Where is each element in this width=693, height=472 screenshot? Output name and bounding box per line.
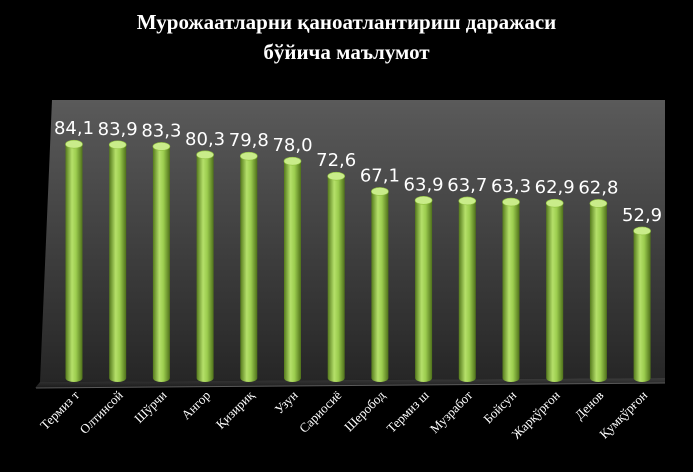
bar-body xyxy=(240,156,258,382)
category-label: Олтинсой xyxy=(77,387,126,436)
bar-top xyxy=(283,156,302,166)
value-label: 67,1 xyxy=(360,165,400,186)
bar-top xyxy=(196,150,214,160)
category-label: Қумқўрғон xyxy=(596,387,650,441)
bar xyxy=(371,187,389,382)
bar xyxy=(196,150,214,382)
category-label: Қизириқ xyxy=(213,387,258,432)
value-label-group: 84,1 83,9 83,3 80,3 79,8 78,072,667,1 63,9 63,7… xyxy=(54,118,662,226)
value-label: 52,9 xyxy=(622,205,662,226)
bar-body xyxy=(65,144,83,382)
bar-top xyxy=(240,151,258,161)
bar-body xyxy=(371,191,389,382)
value-label: 79,8 xyxy=(229,130,269,151)
bar-body xyxy=(458,200,476,382)
back-wall xyxy=(40,100,665,382)
bar-top xyxy=(633,226,651,236)
value-label: 80,3 xyxy=(185,129,225,150)
bar xyxy=(65,139,83,382)
category-label: Ангор xyxy=(178,388,213,423)
bar-top xyxy=(108,140,127,150)
bar-top xyxy=(152,142,171,151)
bar-body xyxy=(196,154,214,382)
bar xyxy=(283,156,302,382)
value-label: 83,9 xyxy=(98,119,138,140)
value-label: 62,8 xyxy=(578,177,618,198)
category-label: Термиз ш xyxy=(384,388,432,436)
bar xyxy=(545,198,564,382)
value-label: 63,7 xyxy=(447,175,487,196)
category-label: Узун xyxy=(271,387,300,416)
bar xyxy=(108,140,127,382)
chart-title-line-1: Мурожаатларни қаноатлантириш даражаси xyxy=(136,10,557,34)
bar-body xyxy=(546,203,564,382)
bar xyxy=(152,142,171,382)
bar-body xyxy=(284,161,301,382)
category-label: Бойсун xyxy=(480,387,519,426)
bar-top xyxy=(589,199,608,208)
bar-body xyxy=(633,230,651,382)
bar xyxy=(589,199,608,382)
bar-group xyxy=(65,139,651,382)
bar xyxy=(414,196,433,382)
chart-wall xyxy=(35,100,666,389)
bar-body xyxy=(589,203,607,382)
bar-body xyxy=(415,200,433,382)
bar xyxy=(327,171,346,382)
bar-top xyxy=(458,196,477,206)
category-label: Музработ xyxy=(427,387,476,436)
chart-title-line-2: бўйича маълумот xyxy=(263,40,430,64)
value-label: 78,0 xyxy=(272,135,312,156)
value-label: 62,9 xyxy=(535,177,575,198)
value-label: 63,3 xyxy=(491,176,531,197)
category-label: Жарқўрғон xyxy=(509,387,563,441)
bar-body xyxy=(327,176,345,382)
bar-body xyxy=(502,202,520,382)
bar-body xyxy=(109,144,127,382)
bar xyxy=(633,226,651,382)
bar-top xyxy=(65,139,83,149)
bar xyxy=(502,197,520,382)
value-label: 72,6 xyxy=(316,150,356,171)
value-label: 84,1 xyxy=(54,118,94,139)
category-label: Сариосиё xyxy=(296,387,344,435)
bar-body xyxy=(152,146,170,382)
category-label: Денов xyxy=(572,388,607,423)
bar xyxy=(458,196,477,382)
x-axis-line xyxy=(35,382,666,389)
bar xyxy=(240,151,258,382)
bar-top xyxy=(545,198,564,208)
bar-top xyxy=(327,171,346,181)
bar-top xyxy=(502,197,520,207)
value-label: 63,9 xyxy=(404,174,444,195)
value-label: 83,3 xyxy=(141,120,181,141)
bar-top xyxy=(414,196,433,205)
bar-top xyxy=(371,187,389,196)
category-label: Шўрчи xyxy=(131,387,169,425)
category-label: Шеробод xyxy=(341,387,388,434)
